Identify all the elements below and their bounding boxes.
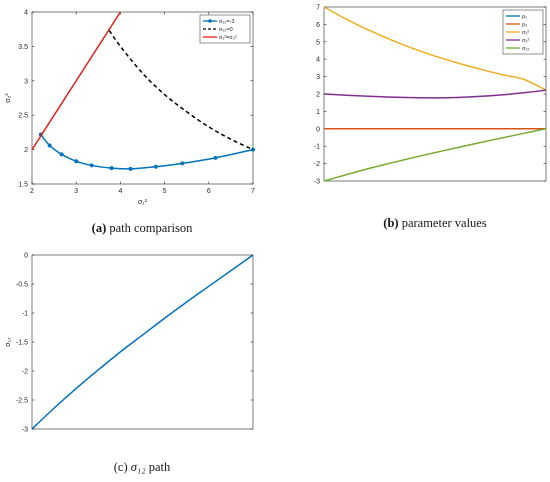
series-line-3 [323,89,547,99]
y-tick-label: 6 [316,22,320,29]
data-point [109,166,114,171]
x-tick-label: 7 [251,188,255,195]
data-point [47,143,52,148]
legend: σ₁₂=-3 σ₁₂=0 σ₁²=σ₂² [199,14,251,44]
y-tick-label: -3 [314,179,320,186]
caption: (b) parameter values [383,216,487,230]
caption-text: parameter values [399,216,487,230]
y-tick-label: 2.5 [18,113,28,120]
data-point [153,164,158,169]
y-axis-label: σ₁₂ [5,337,12,347]
chart-b: -3 -2 -1 0 1 2 3 4 5 6 7 ρ₁ ρ₂ σ₁² σ₂² σ₁₂ (b) parameter… [314,5,547,230]
y-tick-label: 0 [24,253,28,260]
caption: (c) σ₁₂ path [114,460,171,474]
x-tick-label: 5 [163,188,167,195]
y-tick-label: 1 [316,109,320,116]
series-line-0 [31,254,254,430]
legend-label: σ₁₂=0 [219,27,233,33]
y-tick-label: 3 [316,74,320,81]
series-line-4 [323,128,547,182]
legend-label: ρ₁ [522,14,527,20]
caption: (a) path comparison [92,221,193,235]
caption-letter: (a) [92,221,107,235]
y-tick-label: 5 [316,39,320,46]
caption-text: path comparison [106,221,193,235]
caption-prefix: (c) [114,460,131,474]
y-tick-label: 0 [316,126,320,133]
y-tick-label: 4 [316,57,320,64]
y-axis-label: σ₂² [5,93,12,103]
legend-label: σ₁²=σ₂² [219,35,237,41]
y-tick-label: -1.5 [16,340,28,347]
caption-text: path [146,460,171,474]
x-tick-label: 4 [118,188,122,195]
y-tick-label: 7 [316,5,320,12]
legend-label: σ₁₂ [522,46,529,52]
y-tick-label: 3.5 [18,44,28,51]
y-tick-label: 3 [24,78,28,85]
y-tick-label: -2.5 [16,398,28,405]
y-tick-label: -2 [22,369,28,376]
legend-label: σ₁² [522,30,529,36]
x-tick-label: 2 [30,188,34,195]
legend-label: σ₂² [522,38,530,44]
x-axis-label: σ₁² [138,199,148,206]
y-tick-label: 2 [24,147,28,154]
x-tick-label: 3 [74,188,78,195]
y-tick-label: -1 [314,144,320,151]
chart-a: 2 3 4 5 6 71.522.533.54σ₁₂=-3σ₁₂=0σ₁²=σ₂²σ₁²σ… [5,10,255,236]
y-tick-label: 4 [24,10,28,17]
data-point [74,159,79,164]
y-tick-label: -1 [22,311,28,318]
legend: ρ₁ ρ₂ σ₁² σ₂² σ₁₂ [502,9,544,55]
y-tick-label: 2 [316,92,320,99]
x-tick-label: 6 [207,188,211,195]
caption-symbol: σ₁₂ [131,460,147,474]
data-point [59,152,64,157]
data-point [128,166,133,171]
plot-area [31,254,254,430]
caption-letter: (b) [383,216,398,230]
series-line-2 [323,6,547,91]
legend-label: ρ₂ [522,22,527,28]
data-point [213,155,218,160]
data-point [89,163,94,168]
legend-marker [208,19,212,23]
legend-box [199,14,251,44]
legend-label: σ₁₂=-3 [219,19,235,25]
y-tick-label: -0.5 [16,282,28,289]
series-line-1 [108,30,254,151]
data-point [180,161,185,166]
y-tick-label: 1.5 [18,182,28,189]
series-line-2 [31,11,122,151]
y-tick-label: -3 [22,427,28,434]
y-tick-label: -2 [314,161,320,168]
